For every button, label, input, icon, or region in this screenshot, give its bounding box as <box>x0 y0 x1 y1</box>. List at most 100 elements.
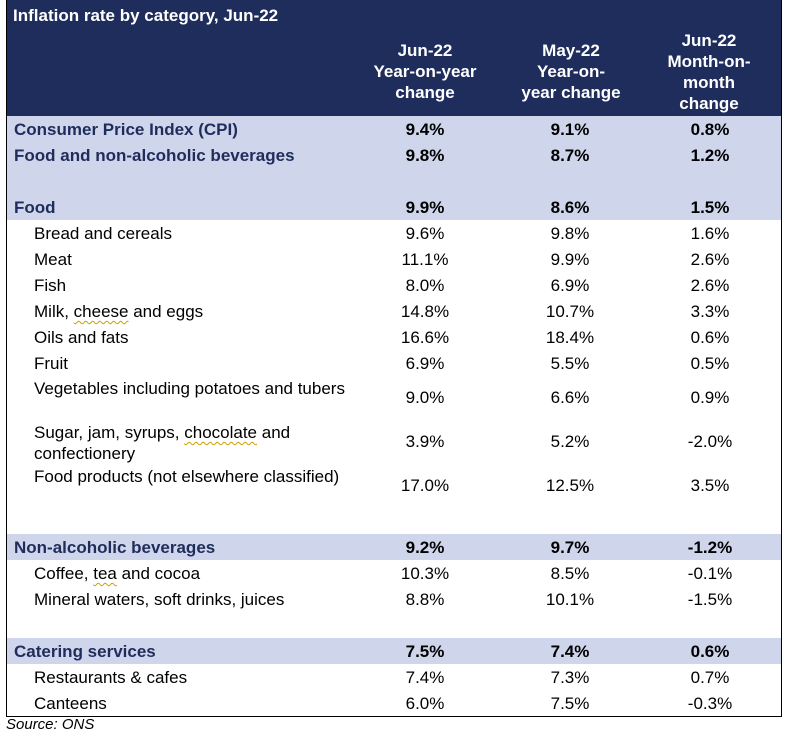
value-jun-yoy: 9.2% <box>405 538 445 557</box>
value-jun-yoy: 16.6% <box>400 328 450 347</box>
value-may-yoy: 9.8% <box>550 224 590 243</box>
value-jun-mom: 0.7% <box>690 668 730 687</box>
value-jun-mom: 0.6% <box>690 328 730 347</box>
value-jun-mom: 2.6% <box>690 250 730 269</box>
row-label: Fish <box>34 276 67 295</box>
table-row: Canteens 6.0% 7.5% -0.3% <box>7 690 781 717</box>
spacer-row <box>7 508 781 534</box>
value-jun-mom: 0.6% <box>690 642 730 661</box>
column-header-jun-mom: Jun-22 Month-on-month change <box>667 31 751 113</box>
row-label: Sugar, jam, syrups, chocolate and confec… <box>34 422 354 464</box>
value-jun-yoy: 7.4% <box>405 668 445 687</box>
spacer-row <box>7 612 781 638</box>
row-label: Food and non-alcoholic beverages <box>14 146 295 165</box>
table-row: Oils and fats 16.6% 18.4% 0.6% <box>7 324 781 350</box>
row-label: Milk, cheese and eggs <box>34 302 354 322</box>
row-label: Oils and fats <box>34 328 129 347</box>
value-jun-mom: 2.6% <box>690 276 730 295</box>
table-row: Mineral waters, soft drinks, juices 8.8%… <box>7 586 781 612</box>
value-jun-yoy: 6.9% <box>405 354 445 373</box>
label-part: and eggs <box>128 302 204 321</box>
value-may-yoy: 5.5% <box>550 354 590 373</box>
row-label: Fruit <box>34 354 68 373</box>
value-jun-mom: -1.5% <box>687 590 733 609</box>
row-label: Catering services <box>14 642 156 661</box>
value-may-yoy: 7.4% <box>550 642 590 661</box>
row-label: Restaurants & cafes <box>34 668 188 687</box>
row-label: Food products (not elsewhere classified) <box>34 467 340 486</box>
row-label: Vegetables including potatoes and tubers <box>34 379 345 398</box>
table-row: Consumer Price Index (CPI) 9.4% 9.1% 0.8… <box>7 116 781 142</box>
spacer-row <box>7 168 781 194</box>
value-jun-mom: -0.3% <box>687 694 733 713</box>
value-jun-yoy: 9.8% <box>405 146 445 165</box>
value-jun-mom: 1.6% <box>690 224 730 243</box>
label-part: Milk, <box>34 302 74 321</box>
value-jun-yoy: 14.8% <box>400 302 450 321</box>
label-part: cheese <box>73 302 129 321</box>
value-jun-yoy: 9.4% <box>405 120 445 139</box>
value-jun-yoy: 17.0% <box>400 476 450 495</box>
row-label: Mineral waters, soft drinks, juices <box>34 590 285 609</box>
value-may-yoy: 5.2% <box>550 432 590 451</box>
value-jun-yoy: 6.0% <box>405 694 445 713</box>
value-may-yoy: 6.9% <box>550 276 590 295</box>
table-row: Food and non-alcoholic beverages 9.8% 8.… <box>7 142 781 168</box>
row-label: Food <box>14 198 56 217</box>
value-jun-yoy: 9.9% <box>405 198 445 217</box>
table-row: Milk, cheese and eggs 14.8% 10.7% 3.3% <box>7 298 781 324</box>
row-label: Bread and cereals <box>34 224 172 243</box>
inflation-table: Inflation rate by category, Jun-22 Jun-2… <box>6 0 782 717</box>
table-row: Sugar, jam, syrups, chocolate and confec… <box>7 420 781 464</box>
label-part: and cocoa <box>116 564 201 583</box>
column-header-may-yoy: May-22 Year-on-year change <box>521 41 621 102</box>
value-jun-yoy: 3.9% <box>405 432 445 451</box>
value-jun-mom: 1.2% <box>690 146 730 165</box>
label-part: Sugar, jam, syrups, <box>34 423 185 442</box>
row-label: Canteens <box>34 694 107 713</box>
value-may-yoy: 9.7% <box>550 538 590 557</box>
value-may-yoy: 7.5% <box>550 694 590 713</box>
value-may-yoy: 10.7% <box>545 302 595 321</box>
value-jun-yoy: 9.0% <box>405 388 445 407</box>
table-row: Food products (not elsewhere classified)… <box>7 464 781 508</box>
value-jun-mom: 0.8% <box>690 120 730 139</box>
row-label: Non-alcoholic beverages <box>14 538 216 557</box>
value-may-yoy: 10.1% <box>545 590 595 609</box>
value-may-yoy: 8.5% <box>550 564 590 583</box>
value-jun-mom: 0.9% <box>690 388 730 407</box>
value-jun-yoy: 8.0% <box>405 276 445 295</box>
table-row: Catering services 7.5% 7.4% 0.6% <box>7 638 781 664</box>
value-may-yoy: 12.5% <box>545 476 595 495</box>
value-may-yoy: 6.6% <box>550 388 590 407</box>
label-part: and confectionery <box>34 423 291 463</box>
source-note: Source: ONS <box>6 716 95 733</box>
value-jun-yoy: 7.5% <box>405 642 445 661</box>
value-jun-mom: 1.5% <box>690 198 730 217</box>
table-row: Non-alcoholic beverages 9.2% 9.7% -1.2% <box>7 534 781 560</box>
value-jun-mom: 3.5% <box>690 476 730 495</box>
label-part: tea <box>93 564 117 583</box>
value-jun-mom: -1.2% <box>687 538 733 557</box>
value-jun-mom: -0.1% <box>687 564 733 583</box>
value-jun-mom: 0.5% <box>690 354 730 373</box>
table-row: Fish 8.0% 6.9% 2.6% <box>7 272 781 298</box>
value-jun-mom: 3.3% <box>690 302 730 321</box>
table-row: Fruit 6.9% 5.5% 0.5% <box>7 350 781 376</box>
value-jun-yoy: 10.3% <box>400 564 450 583</box>
value-may-yoy: 18.4% <box>545 328 595 347</box>
value-may-yoy: 8.6% <box>550 198 590 217</box>
label-part: Coffee, <box>34 564 94 583</box>
column-header-jun-yoy: Jun-22 Year-on-year change <box>373 41 477 102</box>
value-may-yoy: 8.7% <box>550 146 590 165</box>
value-jun-mom: -2.0% <box>687 432 733 451</box>
table-row: Vegetables including potatoes and tubers… <box>7 376 781 420</box>
value-may-yoy: 9.9% <box>550 250 590 269</box>
table-header: Inflation rate by category, Jun-22 Jun-2… <box>7 0 781 116</box>
row-label: Consumer Price Index (CPI) <box>14 120 238 139</box>
table-row: Restaurants & cafes 7.4% 7.3% 0.7% <box>7 664 781 690</box>
label-part: chocolate <box>184 423 258 442</box>
table-row: Meat 11.1% 9.9% 2.6% <box>7 246 781 272</box>
table-row: Coffee, tea and cocoa 10.3% 8.5% -0.1% <box>7 560 781 586</box>
table-title: Inflation rate by category, Jun-22 <box>13 6 279 25</box>
